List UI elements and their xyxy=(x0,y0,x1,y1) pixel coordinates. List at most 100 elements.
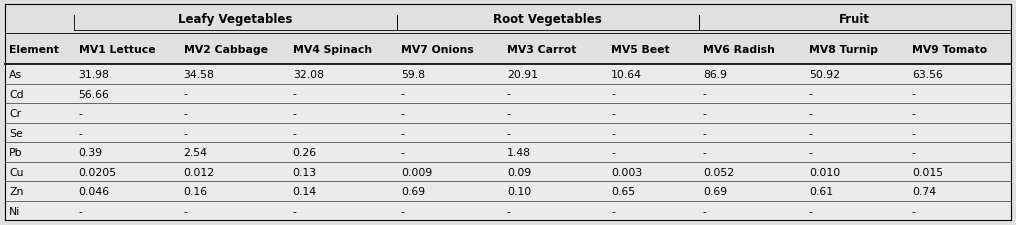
Text: 0.012: 0.012 xyxy=(184,167,214,177)
Bar xyxy=(5,123,1011,143)
Text: -: - xyxy=(507,128,511,138)
Text: 2.54: 2.54 xyxy=(184,147,207,157)
Text: 0.10: 0.10 xyxy=(507,186,531,196)
Text: -: - xyxy=(703,89,707,99)
Text: 0.003: 0.003 xyxy=(611,167,642,177)
Text: MV4 Spinach: MV4 Spinach xyxy=(293,44,372,54)
Text: -: - xyxy=(912,109,915,119)
Text: -: - xyxy=(809,147,813,157)
Bar xyxy=(5,4,1011,34)
Text: 10.64: 10.64 xyxy=(611,70,642,80)
Text: -: - xyxy=(293,109,297,119)
Text: -: - xyxy=(401,206,404,216)
Text: MV5 Beet: MV5 Beet xyxy=(611,44,670,54)
Text: 63.56: 63.56 xyxy=(912,70,943,80)
Text: 0.0205: 0.0205 xyxy=(78,167,117,177)
Text: Se: Se xyxy=(9,128,23,138)
Text: 32.08: 32.08 xyxy=(293,70,324,80)
Text: -: - xyxy=(293,128,297,138)
Text: -: - xyxy=(78,109,82,119)
Bar xyxy=(5,34,1011,65)
Text: 0.39: 0.39 xyxy=(78,147,103,157)
Text: -: - xyxy=(809,89,813,99)
Text: Root Vegetables: Root Vegetables xyxy=(494,13,602,26)
Text: 0.009: 0.009 xyxy=(401,167,432,177)
Text: -: - xyxy=(507,206,511,216)
Text: -: - xyxy=(809,206,813,216)
Text: 0.69: 0.69 xyxy=(401,186,425,196)
Bar xyxy=(5,104,1011,123)
Text: MV1 Lettuce: MV1 Lettuce xyxy=(78,44,155,54)
Text: MV3 Carrot: MV3 Carrot xyxy=(507,44,576,54)
Text: -: - xyxy=(703,128,707,138)
Text: -: - xyxy=(611,128,615,138)
Text: -: - xyxy=(703,109,707,119)
Text: 86.9: 86.9 xyxy=(703,70,726,80)
Text: MV7 Onions: MV7 Onions xyxy=(401,44,473,54)
Text: 56.66: 56.66 xyxy=(78,89,110,99)
Text: -: - xyxy=(401,109,404,119)
Text: 0.015: 0.015 xyxy=(912,167,943,177)
Text: -: - xyxy=(507,89,511,99)
Text: -: - xyxy=(293,89,297,99)
Text: -: - xyxy=(809,109,813,119)
Text: 0.09: 0.09 xyxy=(507,167,531,177)
Text: MV9 Tomato: MV9 Tomato xyxy=(912,44,988,54)
Text: 0.14: 0.14 xyxy=(293,186,317,196)
Text: Zn: Zn xyxy=(9,186,23,196)
Text: 0.13: 0.13 xyxy=(293,167,317,177)
Text: -: - xyxy=(611,147,615,157)
Text: 0.052: 0.052 xyxy=(703,167,734,177)
Text: 0.69: 0.69 xyxy=(703,186,727,196)
Bar xyxy=(5,162,1011,182)
Text: -: - xyxy=(78,128,82,138)
Text: -: - xyxy=(912,89,915,99)
Text: -: - xyxy=(703,147,707,157)
Bar xyxy=(5,201,1011,220)
Bar xyxy=(5,182,1011,201)
Text: 0.010: 0.010 xyxy=(809,167,840,177)
Text: -: - xyxy=(184,206,188,216)
Text: 0.61: 0.61 xyxy=(809,186,833,196)
Text: -: - xyxy=(401,147,404,157)
Text: -: - xyxy=(78,206,82,216)
Text: Pb: Pb xyxy=(9,147,22,157)
Text: 50.92: 50.92 xyxy=(809,70,840,80)
Bar xyxy=(5,84,1011,104)
Text: -: - xyxy=(293,206,297,216)
Text: -: - xyxy=(184,109,188,119)
Text: Cr: Cr xyxy=(9,109,21,119)
Text: 34.58: 34.58 xyxy=(184,70,214,80)
Text: Cd: Cd xyxy=(9,89,23,99)
Text: MV6 Radish: MV6 Radish xyxy=(703,44,775,54)
Text: MV2 Cabbage: MV2 Cabbage xyxy=(184,44,267,54)
Text: Leafy Vegetables: Leafy Vegetables xyxy=(179,13,293,26)
Text: As: As xyxy=(9,70,22,80)
Text: 0.16: 0.16 xyxy=(184,186,207,196)
Text: -: - xyxy=(507,109,511,119)
Text: -: - xyxy=(912,147,915,157)
Text: -: - xyxy=(912,206,915,216)
Bar xyxy=(5,143,1011,162)
Text: -: - xyxy=(912,128,915,138)
Text: -: - xyxy=(809,128,813,138)
Text: -: - xyxy=(184,89,188,99)
Text: -: - xyxy=(184,128,188,138)
Text: -: - xyxy=(401,128,404,138)
Text: 1.48: 1.48 xyxy=(507,147,531,157)
Text: -: - xyxy=(611,89,615,99)
Text: Element: Element xyxy=(9,44,59,54)
Text: Fruit: Fruit xyxy=(839,13,871,26)
Text: 0.046: 0.046 xyxy=(78,186,110,196)
Text: Cu: Cu xyxy=(9,167,23,177)
Text: -: - xyxy=(611,109,615,119)
Text: -: - xyxy=(611,206,615,216)
Text: 0.26: 0.26 xyxy=(293,147,317,157)
Text: MV8 Turnip: MV8 Turnip xyxy=(809,44,878,54)
Text: -: - xyxy=(401,89,404,99)
Text: 31.98: 31.98 xyxy=(78,70,110,80)
Text: 59.8: 59.8 xyxy=(401,70,425,80)
Text: 0.74: 0.74 xyxy=(912,186,936,196)
Text: Ni: Ni xyxy=(9,206,20,216)
Text: 0.65: 0.65 xyxy=(611,186,635,196)
